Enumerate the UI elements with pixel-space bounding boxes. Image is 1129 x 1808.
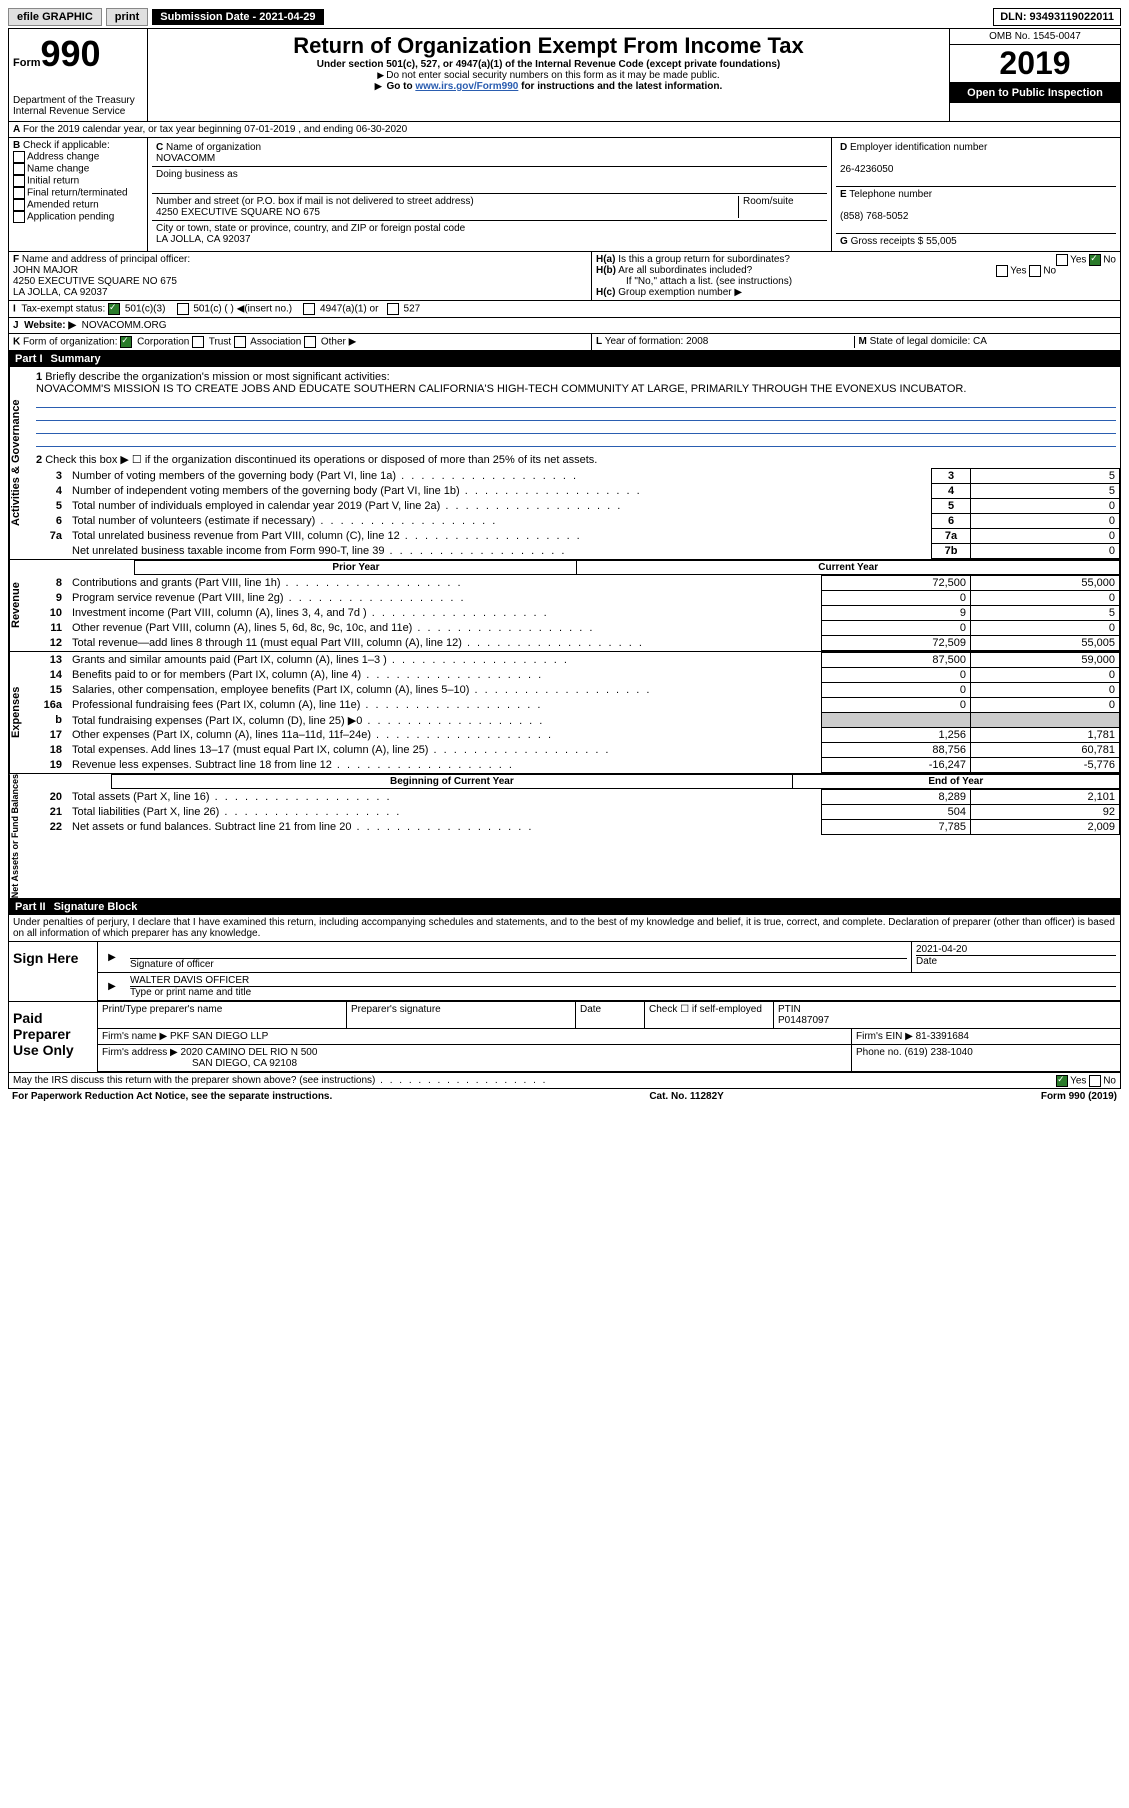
- dln: DLN: 93493119022011: [993, 8, 1121, 26]
- cb-initial-return[interactable]: Initial return: [13, 175, 143, 187]
- sig-date: 2021-04-20: [916, 944, 1116, 956]
- expenses-label: Expenses: [9, 652, 32, 773]
- org-city: LA JOLLA, CA 92037: [156, 234, 251, 245]
- officer-name: JOHN MAJOR: [13, 265, 78, 276]
- firm-phone: (619) 238-1040: [904, 1047, 972, 1058]
- sign-here-label: Sign Here: [9, 942, 98, 1001]
- subtitle-3: Go to www.irs.gov/Form990 for instructio…: [156, 81, 941, 92]
- form-title: Return of Organization Exempt From Incom…: [156, 33, 941, 59]
- firm-name: PKF SAN DIEGO LLP: [170, 1031, 268, 1042]
- cb-501c3[interactable]: [108, 303, 120, 315]
- year-formation: 2008: [686, 336, 708, 347]
- line-a: A For the 2019 calendar year, or tax yea…: [9, 122, 1120, 138]
- page-footer: For Paperwork Reduction Act Notice, see …: [8, 1089, 1121, 1104]
- paid-preparer-label: Paid Preparer Use Only: [9, 1002, 98, 1072]
- firm-ein: 81-3391684: [916, 1031, 969, 1042]
- telephone: (858) 768-5052: [840, 211, 908, 222]
- submission-date: Submission Date - 2021-04-29: [152, 9, 323, 25]
- website-row: J Website: ▶ NOVACOMM.ORG: [9, 318, 1120, 334]
- box-b-checkboxes: B Check if applicable: Address change Na…: [9, 138, 148, 251]
- cb-pending[interactable]: Application pending: [13, 211, 143, 223]
- top-toolbar: efile GRAPHIC print Submission Date - 20…: [8, 8, 1121, 26]
- cb-amended[interactable]: Amended return: [13, 199, 143, 211]
- mission-text: NOVACOMM'S MISSION IS TO CREATE JOBS AND…: [36, 383, 966, 395]
- cb-final-return[interactable]: Final return/terminated: [13, 187, 143, 199]
- website: NOVACOMM.ORG: [82, 320, 167, 331]
- dept-label: Department of the Treasury Internal Reve…: [13, 95, 143, 117]
- discuss-row: May the IRS discuss this return with the…: [9, 1072, 1120, 1088]
- form-number: Form990: [13, 33, 143, 75]
- org-name: NOVACOMM: [156, 153, 215, 164]
- officer-printed-name: WALTER DAVIS OFFICER: [130, 975, 1116, 987]
- tax-exempt-row: I Tax-exempt status: 501(c)(3) 501(c) ( …: [9, 301, 1120, 318]
- omb-number: OMB No. 1545-0047: [950, 29, 1120, 45]
- netassets-label: Net Assets or Fund Balances: [9, 774, 32, 898]
- revenue-label: Revenue: [9, 560, 32, 651]
- firm-address: 2020 CAMINO DEL RIO N 500: [181, 1047, 318, 1058]
- irs-link[interactable]: www.irs.gov/Form990: [415, 81, 518, 92]
- subtitle-2: Do not enter social security numbers on …: [156, 70, 941, 81]
- form-container: Form990 Department of the Treasury Inter…: [8, 28, 1121, 1089]
- declaration-text: Under penalties of perjury, I declare th…: [9, 915, 1120, 941]
- efile-button[interactable]: efile GRAPHIC: [8, 8, 102, 26]
- tax-year: 2019: [950, 45, 1120, 83]
- cb-discuss-yes[interactable]: [1056, 1075, 1068, 1087]
- part-2-header: Part II Signature Block: [9, 899, 1120, 915]
- org-address: 4250 EXECUTIVE SQUARE NO 675: [156, 207, 320, 218]
- governance-label: Activities & Governance: [9, 367, 32, 559]
- ein: 26-4236050: [840, 164, 893, 175]
- cb-corporation[interactable]: [120, 336, 132, 348]
- open-public-badge: Open to Public Inspection: [950, 83, 1120, 103]
- subtitle-1: Under section 501(c), 527, or 4947(a)(1)…: [156, 59, 941, 70]
- print-button[interactable]: print: [106, 8, 148, 26]
- cb-address-change[interactable]: Address change: [13, 151, 143, 163]
- domicile-state: CA: [973, 336, 987, 347]
- cb-name-change[interactable]: Name change: [13, 163, 143, 175]
- gross-receipts: 55,005: [926, 236, 957, 247]
- ptin: P01487097: [778, 1015, 829, 1026]
- part-1-header: Part I Summary: [9, 351, 1120, 367]
